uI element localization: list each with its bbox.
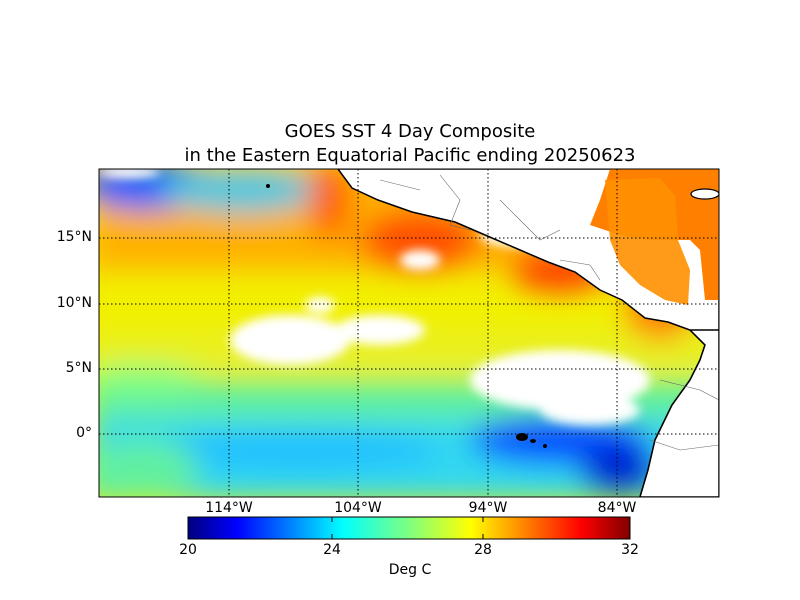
colorbar-ticks (331, 517, 484, 539)
lon-label-104w: 104°W (334, 500, 382, 516)
lon-label-114w: 114°W (205, 500, 253, 516)
colorbar (187, 516, 631, 540)
lon-label-94w: 94°W (468, 500, 508, 516)
lon-label-84w: 84°W (597, 500, 637, 516)
map-frame (98, 168, 720, 498)
map-title-line2: in the Eastern Equatorial Pacific ending… (184, 145, 636, 166)
colorbar-tick-24: 24 (323, 542, 341, 558)
galapagos-islands (516, 433, 547, 448)
graticule (99, 169, 719, 497)
colorbar-tick-32: 32 (621, 542, 639, 558)
country-borders (379, 174, 719, 451)
lat-label-0: 0° (76, 425, 92, 441)
colorbar-label: Deg C (388, 562, 432, 578)
jamaica-island (690, 188, 719, 200)
lat-label-15n: 15°N (56, 229, 92, 245)
lat-label-10n: 10°N (56, 295, 92, 311)
sst-field (99, 169, 719, 497)
colorbar-tick-20: 20 (179, 542, 197, 558)
colorbar-tick-28: 28 (474, 542, 492, 558)
map-title-line1: GOES SST 4 Day Composite (284, 121, 536, 142)
lat-label-5n: 5°N (65, 360, 92, 376)
